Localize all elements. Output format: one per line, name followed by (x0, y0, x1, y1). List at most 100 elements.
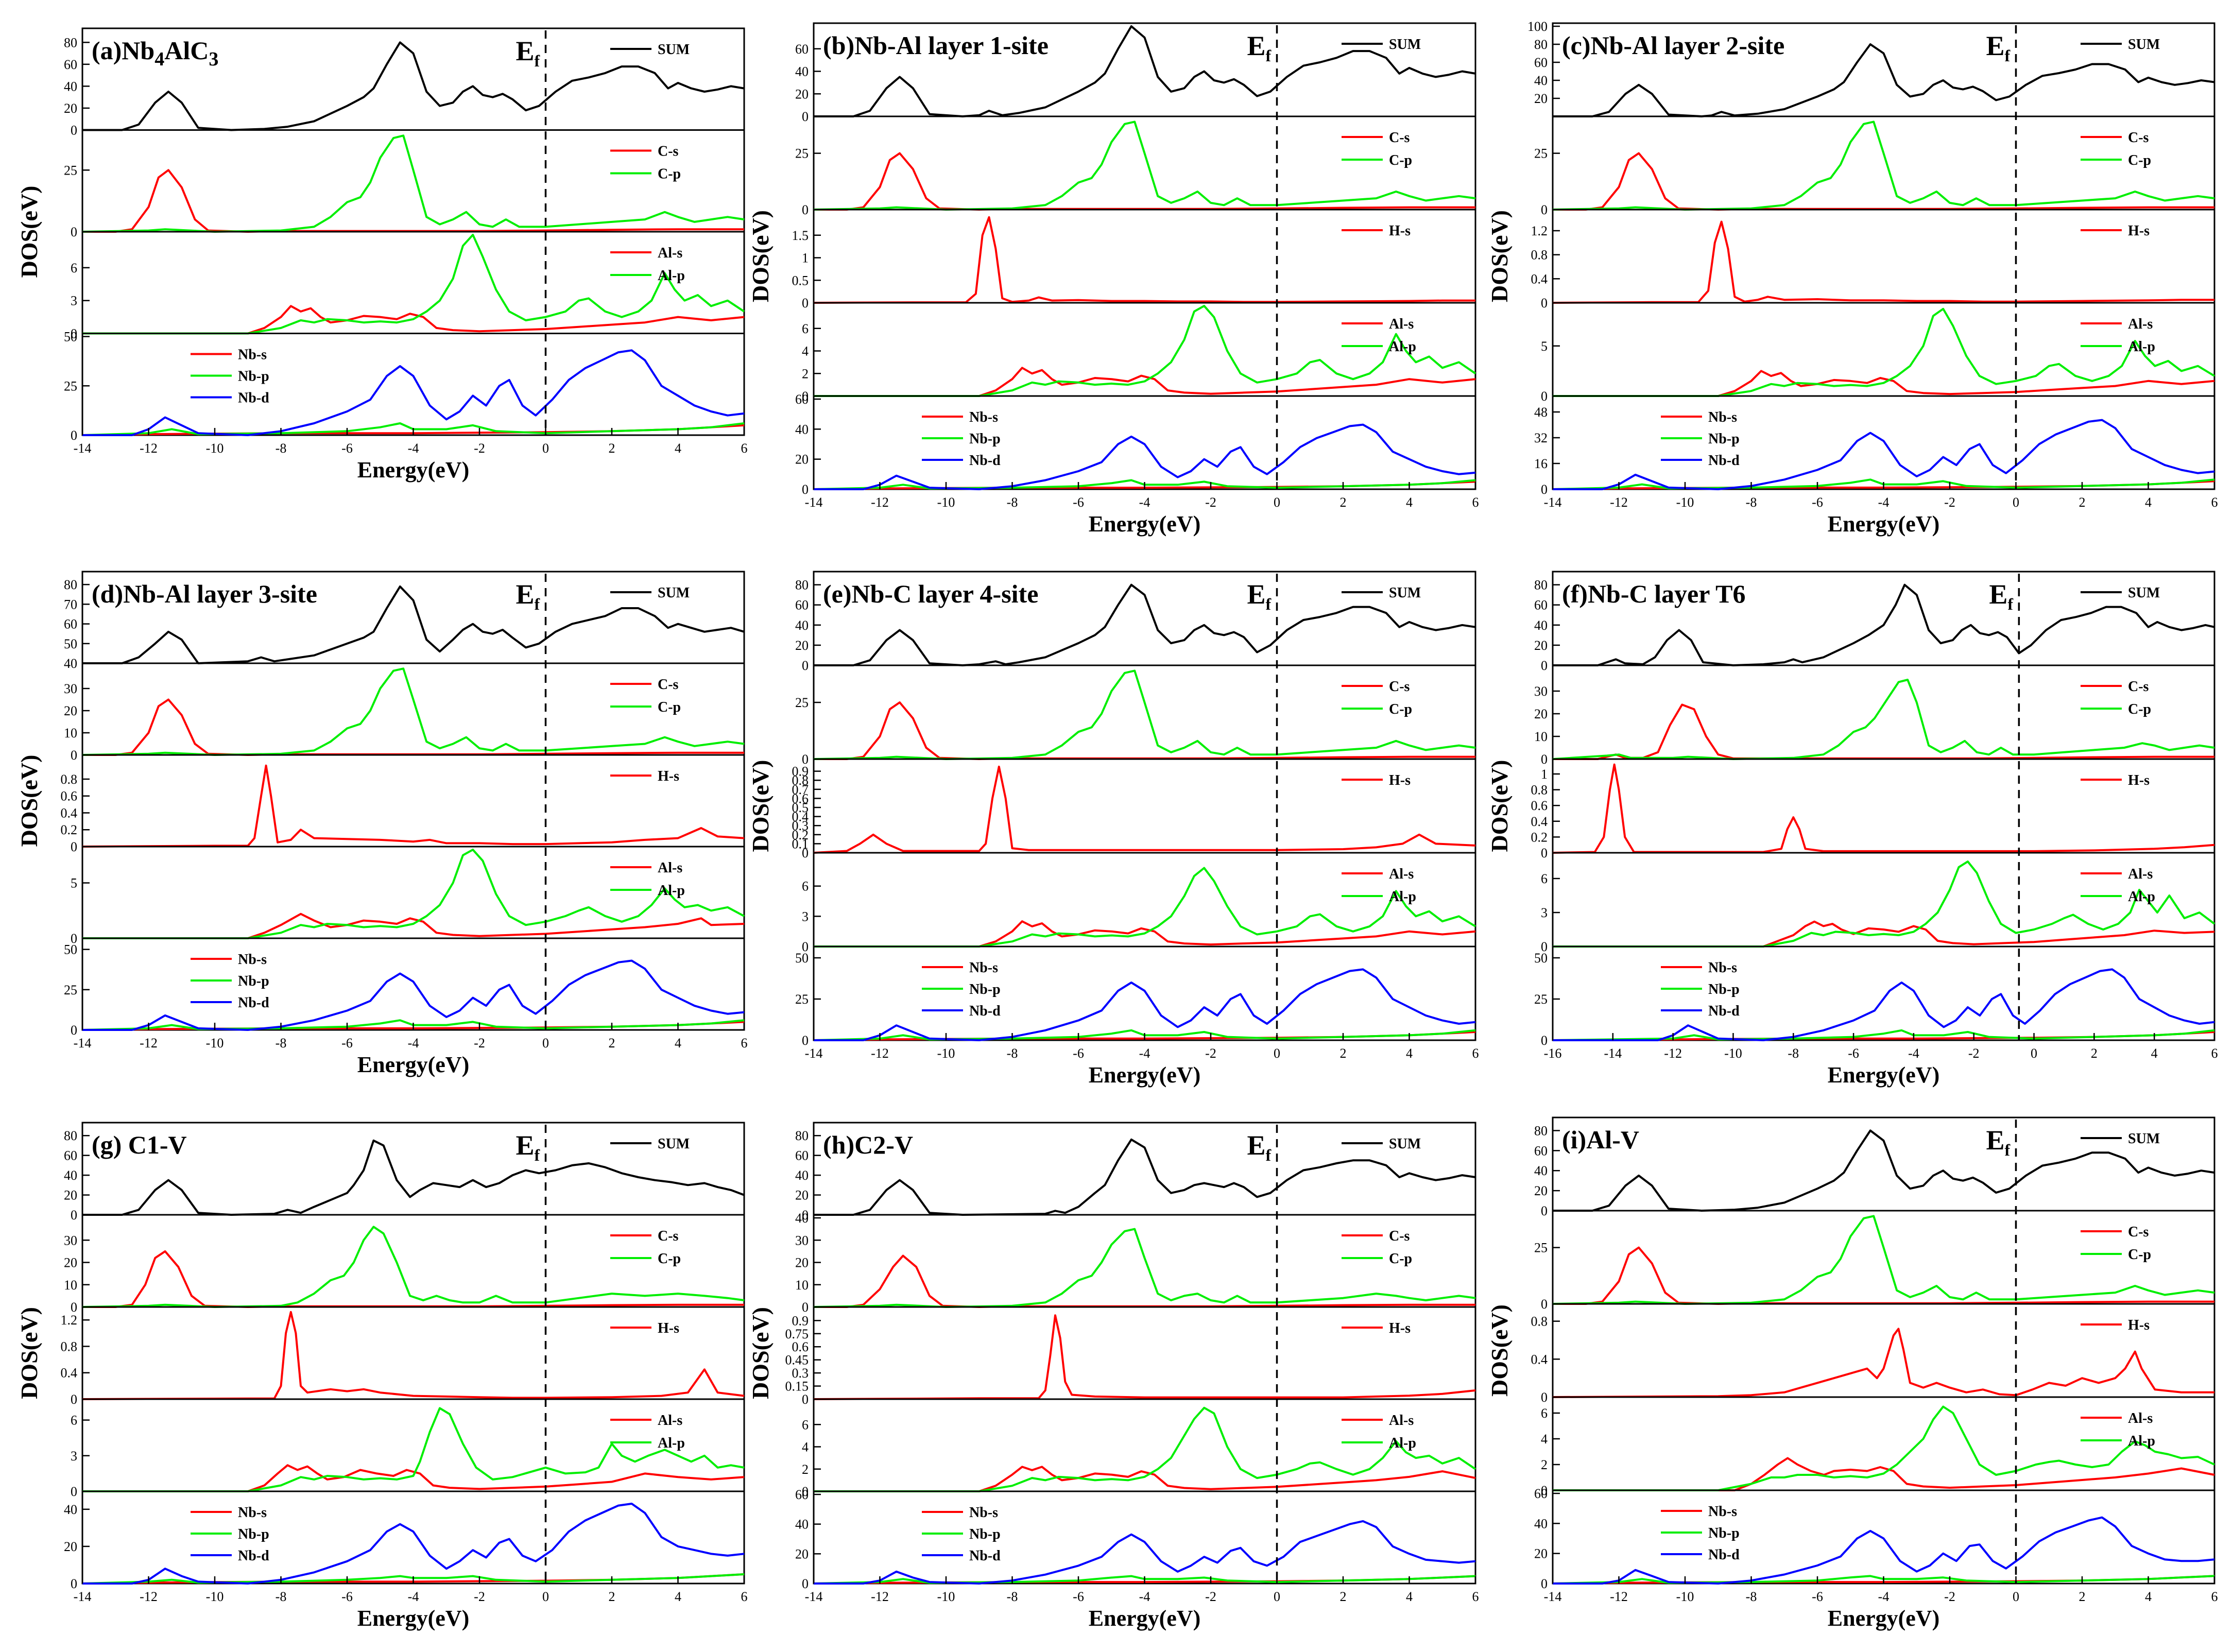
x-tick-label: -12 (140, 441, 158, 456)
y-tick-label: 5 (1541, 339, 1548, 354)
y-tick-label: 0.6 (792, 791, 809, 806)
x-tick-label: -14 (805, 1046, 823, 1061)
x-tick-label: -2 (1205, 1589, 1216, 1604)
legend-label: Nb-p (1708, 1525, 1740, 1541)
y-tick-label: 40 (795, 1168, 809, 1183)
y-tick-label: 0 (1541, 296, 1548, 311)
x-tick-label: 6 (2211, 495, 2218, 510)
series-nb-d-line (1553, 1516, 2215, 1585)
y-axis-label: DOS(eV) (747, 210, 774, 302)
y-tick-label: 40 (64, 1502, 77, 1517)
panel-g-c: 0 10 20 30 C-s C-p (64, 1214, 745, 1315)
x-tick-label: -2 (1944, 495, 1955, 510)
legend-label: Nb-p (969, 1526, 1001, 1542)
y-tick-label: 60 (1534, 55, 1548, 70)
panel-h-nb: 0 20 40 60 Nb-s Nb-p Nb-d (795, 1487, 1476, 1591)
y-tick-label: 0.4 (61, 805, 78, 820)
legend-label: C-p (2128, 152, 2151, 168)
y-tick-label: 25 (64, 983, 77, 997)
legend-al: Al-s Al-p (1342, 866, 1416, 905)
y-tick-label: 50 (795, 951, 809, 966)
y-tick-label: 40 (795, 618, 809, 633)
legend-h: H-s (1342, 772, 1411, 788)
y-tick-label: 1 (802, 251, 809, 266)
series-c-s-line (814, 701, 1475, 760)
legend-c: C-s C-p (610, 1228, 681, 1267)
panel-c-h: 0 0.4 0.8 1.2 H-s (1531, 209, 2215, 311)
y-tick-label: 50 (64, 942, 77, 957)
series-h-s-line (813, 765, 1476, 854)
y-tick-label: 0 (802, 202, 809, 217)
y-tick-label: 0 (1541, 658, 1548, 673)
y-tick-label: 0 (802, 296, 809, 311)
y-tick-label: 0 (71, 1392, 77, 1407)
x-tick-label: -14 (1544, 495, 1562, 510)
x-axis-label: Energy(eV) (1828, 1606, 1940, 1631)
legend-sum: SUM (1342, 585, 1421, 601)
y-tick-label: 0.8 (61, 772, 78, 787)
series-c-s-line (1553, 152, 2214, 211)
panel-e-nb: 0 25 50 Nb-s Nb-p Nb-d (795, 945, 1476, 1048)
y-axis-label: DOS(eV) (16, 186, 42, 278)
y-tick-label: 6 (1541, 871, 1548, 886)
x-axis-label: Energy(eV) (357, 1606, 470, 1631)
series-sum-line (82, 585, 745, 664)
x-tick-label: 2 (609, 1036, 615, 1051)
y-tick-label: 0 (71, 1023, 77, 1038)
x-tick-label: -6 (341, 1589, 353, 1604)
x-tick-label: -12 (1664, 1046, 1682, 1061)
y-tick-label: 25 (64, 378, 77, 393)
legend-al: Al-s Al-p (610, 1413, 685, 1451)
legend-label: H-s (2128, 1317, 2150, 1333)
legend-label: Al-s (2128, 316, 2153, 332)
series-h-s-line (813, 216, 1475, 304)
y-tick-label: 3 (71, 1449, 77, 1464)
legend-sum: SUM (2081, 1131, 2160, 1147)
legend-c: C-s C-p (1342, 679, 1412, 717)
x-tick-label: -2 (474, 1036, 485, 1051)
panel-frame (813, 1306, 1476, 1400)
y-tick-label: 20 (795, 1255, 809, 1270)
legend-label: Nb-s (969, 960, 998, 976)
y-tick-label: 0.6 (61, 789, 78, 804)
legend-al: Al-s Al-p (1342, 1413, 1416, 1451)
y-tick-label: 3 (71, 294, 77, 308)
y-tick-label: 0 (71, 1300, 77, 1315)
x-tick-label: -2 (474, 1589, 485, 1604)
y-tick-label: 0.6 (1531, 798, 1548, 813)
legend-label: Nb-d (238, 1548, 269, 1564)
legend-label: Al-p (2128, 1433, 2155, 1449)
x-tick-label: -10 (206, 1589, 224, 1604)
series-c-p-line (82, 667, 745, 756)
series-nb-d-line (814, 423, 1476, 490)
legend-label: C-s (2128, 130, 2149, 146)
legend-sum: SUM (1342, 1136, 1421, 1152)
legend-sum: SUM (610, 1136, 690, 1152)
series-c-s-line (82, 1250, 744, 1308)
y-tick-label: 30 (795, 1233, 809, 1248)
series-al-s-line (1553, 1457, 2215, 1491)
x-tick-label: 6 (2211, 1046, 2218, 1061)
x-tick-label: -6 (1812, 1589, 1823, 1604)
panel-frame (1552, 758, 2215, 854)
y-tick-label: 80 (64, 577, 77, 592)
y-tick-label: 0.8 (792, 773, 809, 788)
x-tick-label: -14 (1544, 1589, 1562, 1604)
x-tick-label: 0 (2031, 1046, 2037, 1061)
series-c-s-line (814, 152, 1475, 211)
y-axis-label: DOS(eV) (16, 1307, 42, 1399)
legend-label: Nb-s (969, 1505, 998, 1521)
y-tick-label: 0.4 (1531, 814, 1548, 829)
panel-b-h: 0 0.5 1 1.5 H-s (792, 209, 1476, 311)
legend-label: Al-p (2128, 339, 2155, 355)
legend-label: SUM (1389, 585, 1421, 601)
x-tick-label: 0 (1274, 1046, 1280, 1061)
y-tick-label: 0.45 (785, 1353, 809, 1368)
x-tick-label: 0 (2013, 495, 2019, 510)
x-tick-label: -12 (140, 1036, 158, 1051)
legend-label: H-s (658, 1320, 679, 1336)
y-tick-label: 0 (1541, 1390, 1548, 1405)
